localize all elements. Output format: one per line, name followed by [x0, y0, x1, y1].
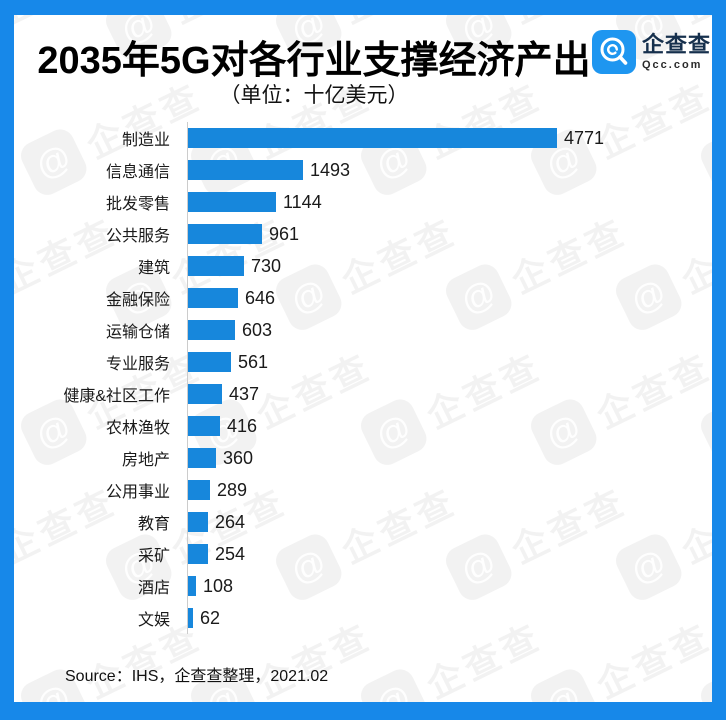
bar-row: 教育 264 — [14, 506, 712, 538]
qcc-logo-text: 企查查 Qcc.com — [642, 31, 712, 72]
qcc-logo-name: 企查查 — [642, 31, 712, 57]
bar-track: 416 — [187, 410, 257, 442]
bar-track: 62 — [187, 602, 220, 634]
category-label: 公用事业 — [105, 484, 170, 501]
bar-track: 264 — [187, 506, 245, 538]
bar-row: 金融保险 646 — [14, 282, 712, 314]
qcc-logo: 企查查 Qcc.com — [592, 30, 712, 74]
bar — [188, 192, 276, 212]
category-label: 采矿 — [137, 548, 170, 565]
value-label: 730 — [251, 255, 282, 276]
value-label: 1144 — [283, 191, 322, 212]
value-label: 289 — [217, 479, 248, 500]
bar — [188, 448, 216, 468]
bar — [188, 608, 193, 628]
bar — [188, 288, 238, 308]
page-title: 2035年5G对各行业支撑经济产出 — [37, 40, 591, 82]
category-label: 批发零售 — [105, 196, 170, 213]
bar — [188, 384, 222, 404]
bar-track: 360 — [187, 442, 253, 474]
bar — [188, 352, 231, 372]
bar-row: 运输仓储 603 — [14, 314, 712, 346]
bar-track: 730 — [187, 250, 281, 282]
category-label: 酒店 — [137, 580, 170, 597]
bar-track: 603 — [187, 314, 272, 346]
bar-row: 文娱 62 — [14, 602, 712, 634]
bar-track: 289 — [187, 474, 247, 506]
bar-track: 646 — [187, 282, 275, 314]
value-label: 108 — [203, 575, 234, 596]
bar — [188, 512, 208, 532]
value-label: 416 — [227, 415, 258, 436]
bar-row: 制造业 4771 — [14, 122, 712, 154]
category-label: 房地产 — [121, 452, 170, 469]
bar-row: 建筑 730 — [14, 250, 712, 282]
bar — [188, 256, 244, 276]
bar-row: 公共服务 961 — [14, 218, 712, 250]
category-label: 专业服务 — [105, 356, 170, 373]
bar-chart: 制造业 4771 信息通信 1493 批发零售 1144 公共服务 961 建筑 730 金融保险 6… — [14, 122, 712, 634]
value-label: 360 — [223, 447, 254, 468]
content-card: @企查查@企查查@企查查@企查查@企查查@企查查@企查查@企查查@企查查@企查查… — [14, 15, 712, 702]
qcc-logo-icon — [592, 30, 636, 74]
value-label: 437 — [229, 383, 260, 404]
category-label: 公共服务 — [105, 228, 170, 245]
bar-track: 561 — [187, 346, 268, 378]
bar — [188, 128, 557, 148]
category-label: 农林渔牧 — [105, 420, 170, 437]
value-label: 603 — [242, 319, 273, 340]
qcc-logo-domain: Qcc.com — [642, 59, 703, 72]
bar-row: 专业服务 561 — [14, 346, 712, 378]
bar-row: 农林渔牧 416 — [14, 410, 712, 442]
bar-row: 采矿 254 — [14, 538, 712, 570]
bar-row: 公用事业 289 — [14, 474, 712, 506]
bar — [188, 576, 196, 596]
category-label: 建筑 — [137, 260, 170, 277]
value-label: 4771 — [564, 127, 605, 148]
bar — [188, 160, 303, 180]
bar-row: 房地产 360 — [14, 442, 712, 474]
bar — [188, 480, 210, 500]
unit-subtitle: （单位：十亿美元） — [219, 84, 409, 107]
category-label: 运输仓储 — [105, 324, 170, 341]
source-note: Source：IHS，企查查整理，2021.02 — [65, 668, 329, 685]
category-label: 金融保险 — [105, 292, 170, 309]
bar-row: 健康&社区工作 437 — [14, 378, 712, 410]
category-label: 信息通信 — [105, 164, 170, 181]
category-label: 制造业 — [121, 132, 170, 149]
bar-track: 1144 — [187, 186, 322, 218]
bar-track: 1493 — [187, 154, 350, 186]
bar-rows: 制造业 4771 信息通信 1493 批发零售 1144 公共服务 961 建筑 730 金融保险 6… — [14, 122, 712, 634]
value-label: 254 — [215, 543, 246, 564]
value-label: 561 — [238, 351, 269, 372]
bar — [188, 224, 262, 244]
bar — [188, 416, 220, 436]
value-label: 961 — [269, 223, 300, 244]
bar-track: 108 — [187, 570, 233, 602]
bar-track: 437 — [187, 378, 259, 410]
bar-row: 酒店 108 — [14, 570, 712, 602]
bar-track: 254 — [187, 538, 245, 570]
bar-track: 4771 — [187, 122, 604, 154]
category-label: 文娱 — [137, 612, 170, 629]
bar-track: 961 — [187, 218, 299, 250]
value-label: 62 — [200, 607, 221, 628]
bar — [188, 320, 235, 340]
bar-row: 批发零售 1144 — [14, 186, 712, 218]
bar-row: 信息通信 1493 — [14, 154, 712, 186]
value-label: 1493 — [310, 159, 351, 180]
category-label: 健康&社区工作 — [63, 388, 170, 405]
bar — [188, 544, 208, 564]
category-label: 教育 — [137, 516, 170, 533]
value-label: 264 — [215, 511, 246, 532]
qcc-logo-watermark-icon: @ — [696, 664, 712, 702]
value-label: 646 — [245, 287, 276, 308]
